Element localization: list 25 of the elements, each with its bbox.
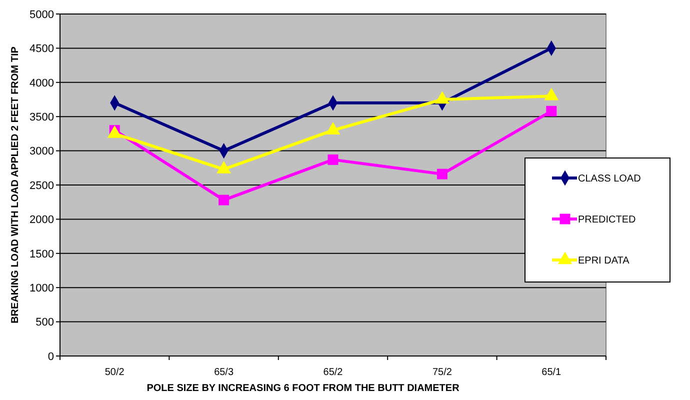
y-tick-label: 3000	[30, 146, 54, 158]
point	[436, 168, 448, 180]
x-tick-label: 75/2	[432, 367, 452, 378]
y-tick-label: 4000	[30, 77, 54, 90]
y-tick-label: 2500	[30, 180, 54, 192]
legend-label: CLASS LOAD	[578, 174, 641, 184]
y-tick-label: 1000	[30, 282, 54, 294]
y-tick-label: 3500	[30, 111, 54, 124]
y-tick-label: 1500	[30, 248, 54, 260]
y-tick-label: 500	[36, 316, 54, 329]
legend-label: PREDICTED	[578, 214, 636, 226]
x-tick-label: 65/1	[542, 367, 562, 378]
y-axis-title: BREAKING LOAD WITH LOAD APPLIED 2 FEET FROM TIP	[10, 46, 21, 324]
x-axis-title: POLE SIZE BY INCREASING 6 FOOT FROM THE BUTT DIAMETER	[146, 383, 460, 394]
x-tick-label: 65/2	[323, 367, 344, 378]
x-tick-label: 65/3	[214, 367, 234, 378]
y-tick-label: 0	[48, 350, 54, 363]
legend-label: EPRI DATA	[578, 256, 630, 266]
point	[546, 106, 557, 116]
y-tick-label: 5000	[30, 8, 54, 21]
point	[328, 154, 338, 165]
y-tick-label: 4500	[30, 43, 54, 56]
x-tick-label: 50/2	[104, 367, 125, 378]
point	[218, 194, 230, 206]
y-tick-label: 2000	[30, 214, 54, 226]
